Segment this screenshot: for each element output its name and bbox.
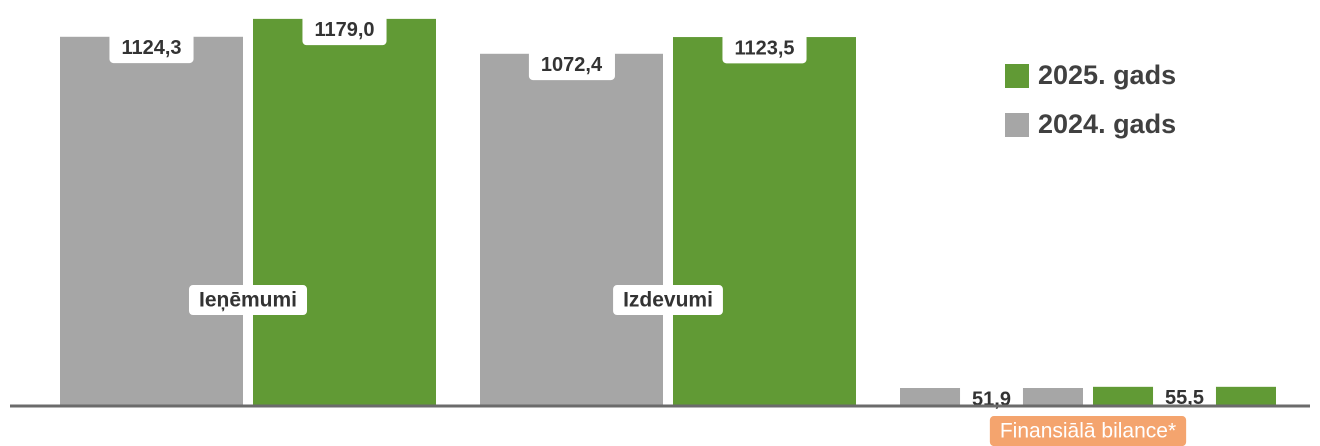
category-label-box [989, 416, 1187, 446]
value-label-box [722, 33, 807, 64]
value-label: 1072,4 [541, 54, 603, 76]
value-label-box [528, 50, 615, 81]
value-label-box [302, 15, 387, 46]
category-label: Ieņēmumi [199, 289, 297, 312]
category-label: Finansiālā bilance* [1000, 420, 1176, 443]
value-label: 1179,0 [314, 19, 374, 41]
value-label: 1124,3 [121, 37, 181, 59]
legend-label: 2025. gads [1038, 60, 1176, 90]
category-label-box [613, 285, 723, 316]
bar [673, 37, 856, 406]
bar [253, 18, 436, 405]
bar [480, 53, 663, 405]
value-label: 55,5 [1165, 387, 1204, 409]
legend-swatch [1005, 64, 1029, 88]
value-label-box [109, 33, 194, 64]
legend-swatch [1005, 113, 1029, 137]
legend-label: 2024. gads [1038, 109, 1176, 139]
value-label: 1123,5 [734, 37, 794, 59]
bar [60, 36, 243, 406]
category-label-box [188, 285, 308, 316]
category-label: Izdevumi [623, 289, 713, 312]
